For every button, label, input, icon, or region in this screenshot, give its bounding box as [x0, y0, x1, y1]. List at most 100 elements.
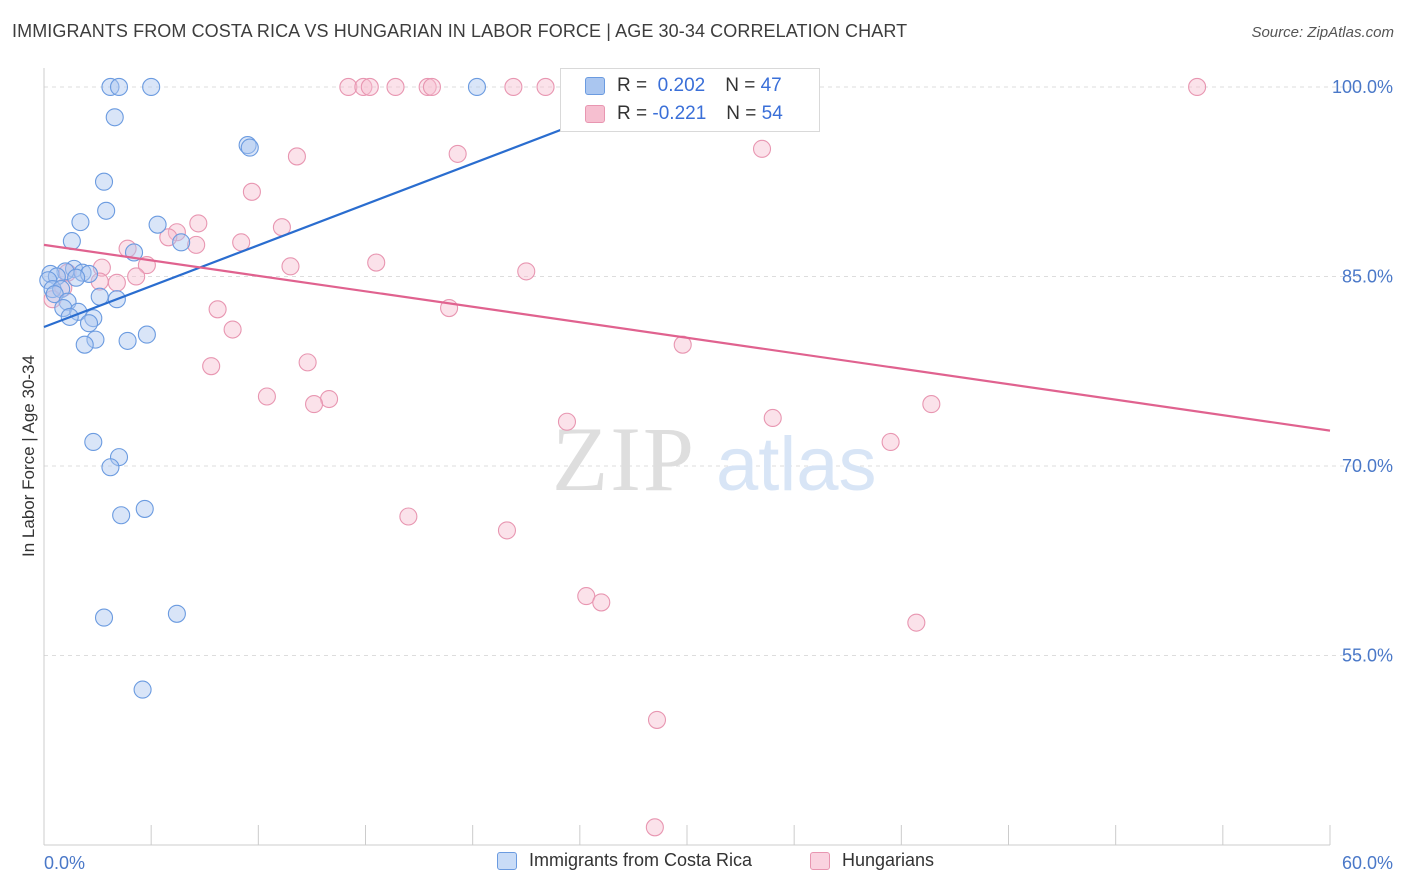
data-point-costa-rica	[75, 335, 94, 354]
data-point-hungarians	[187, 235, 206, 254]
bottom-legend: Immigrants from Costa Rica Hungarians	[0, 850, 1406, 878]
y-tick-labels: 100.0% 85.0% 70.0% 55.0%	[1332, 77, 1393, 666]
data-point-costa-rica	[94, 172, 114, 191]
data-point-hungarians	[202, 357, 221, 376]
data-point-hungarians	[517, 262, 536, 281]
legend-n-value: 54	[761, 103, 783, 124]
data-point-costa-rica	[105, 108, 124, 127]
legend-r-label: R =	[617, 75, 648, 96]
legend-swatch-pink	[585, 105, 605, 123]
data-point-hungarians	[242, 182, 261, 201]
data-point-costa-rica	[86, 330, 105, 349]
data-point-hungarians	[881, 432, 900, 452]
data-point-hungarians	[360, 77, 379, 97]
data-point-hungarians	[645, 818, 664, 837]
data-point-costa-rica	[71, 213, 90, 232]
data-point-costa-rica	[109, 77, 129, 97]
stats-legend: R = 0.202 N = 47 R = -0.221 N = 54	[560, 68, 820, 132]
legend-n-label: N =	[725, 75, 756, 96]
trend-line-costa-rica	[43, 117, 591, 329]
data-point-costa-rica	[137, 325, 156, 344]
data-point-hungarians	[763, 408, 782, 428]
data-point-hungarians	[752, 139, 772, 158]
data-point-hungarians	[287, 147, 306, 166]
x-tick-label: 60.0%	[1342, 853, 1393, 873]
data-point-hungarians	[339, 77, 358, 97]
data-point-costa-rica	[94, 608, 114, 627]
data-point-hungarians	[223, 320, 242, 339]
series-hungarians	[43, 77, 1207, 837]
data-point-hungarians	[305, 395, 324, 414]
data-point-hungarians	[577, 587, 596, 606]
series-costa-rica	[39, 77, 487, 699]
data-point-costa-rica	[135, 499, 154, 518]
data-point-hungarians	[367, 253, 386, 272]
data-point-costa-rica	[238, 136, 257, 155]
data-point-costa-rica	[148, 215, 167, 234]
data-point-hungarians	[922, 395, 941, 414]
legend-item-costa-rica[interactable]: Immigrants from Costa Rica	[497, 850, 752, 871]
data-point-hungarians	[497, 521, 517, 540]
data-point-costa-rica	[54, 298, 73, 318]
data-point-hungarians	[167, 223, 186, 242]
y-tick-label: 85.0%	[1342, 266, 1393, 286]
x-tick-label: 0.0%	[44, 853, 85, 873]
legend-n-value: 47	[760, 75, 782, 96]
data-point-hungarians	[386, 77, 405, 97]
legend-swatch-pink	[810, 851, 830, 870]
data-point-hungarians	[232, 233, 251, 252]
data-point-hungarians	[399, 507, 418, 526]
data-point-hungarians	[448, 144, 467, 163]
legend-r-value: 0.202	[657, 75, 706, 96]
data-point-hungarians	[320, 389, 339, 409]
data-point-costa-rica	[467, 77, 487, 97]
data-point-costa-rica	[142, 77, 161, 97]
data-point-costa-rica	[118, 331, 137, 350]
trend-line-hungarians	[43, 243, 1331, 432]
legend-r-label: R =	[617, 103, 648, 124]
legend-row-costa-rica: R = 0.202 N = 47	[585, 74, 782, 98]
chart-title: IMMIGRANTS FROM COSTA RICA VS HUNGARIAN …	[12, 21, 908, 41]
data-point-costa-rica	[67, 268, 86, 287]
data-point-hungarians	[557, 412, 577, 431]
legend-item-hungarians[interactable]: Hungarians	[810, 850, 934, 871]
data-point-hungarians	[907, 613, 926, 632]
data-point-hungarians	[208, 300, 227, 319]
source-label: Source: ZipAtlas.com	[1251, 24, 1394, 41]
data-point-hungarians	[504, 77, 523, 97]
data-point-hungarians	[107, 273, 126, 292]
legend-swatch-blue	[497, 851, 517, 870]
legend-item-label: Hungarians	[842, 850, 935, 870]
legend-row-hungarians: R = -0.221 N = 54	[585, 102, 783, 126]
data-point-costa-rica	[101, 458, 120, 477]
data-point-hungarians	[189, 214, 208, 233]
y-axis-label: In Labor Force | Age 30-34	[19, 355, 38, 557]
data-point-hungarians	[418, 77, 437, 97]
legend-n-label: N =	[726, 103, 757, 124]
watermark-zip: ZIP	[552, 408, 696, 510]
y-tick-label: 70.0%	[1342, 456, 1393, 476]
data-point-hungarians	[647, 710, 667, 729]
data-point-hungarians	[422, 77, 441, 97]
data-point-costa-rica	[172, 233, 191, 252]
y-tick-label: 55.0%	[1342, 645, 1393, 665]
data-point-costa-rica	[79, 314, 99, 333]
data-point-hungarians	[257, 387, 276, 406]
data-point-costa-rica	[84, 432, 103, 452]
watermark-atlas: atlas	[716, 422, 877, 507]
data-point-hungarians	[592, 593, 611, 612]
data-point-costa-rica	[240, 138, 259, 157]
legend-item-label: Immigrants from Costa Rica	[529, 850, 753, 870]
x-tick-labels: 0.0% 60.0%	[44, 853, 1393, 873]
legend-r-value: -0.221	[652, 103, 707, 124]
data-point-hungarians	[281, 257, 300, 276]
data-point-costa-rica	[112, 506, 131, 525]
data-point-hungarians	[1188, 77, 1207, 97]
watermark: ZIP atlas	[552, 408, 877, 510]
data-point-costa-rica	[167, 604, 186, 623]
data-point-hungarians	[127, 267, 146, 286]
data-point-hungarians	[298, 353, 317, 372]
trend-lines	[43, 117, 1331, 432]
data-point-hungarians	[354, 77, 373, 97]
